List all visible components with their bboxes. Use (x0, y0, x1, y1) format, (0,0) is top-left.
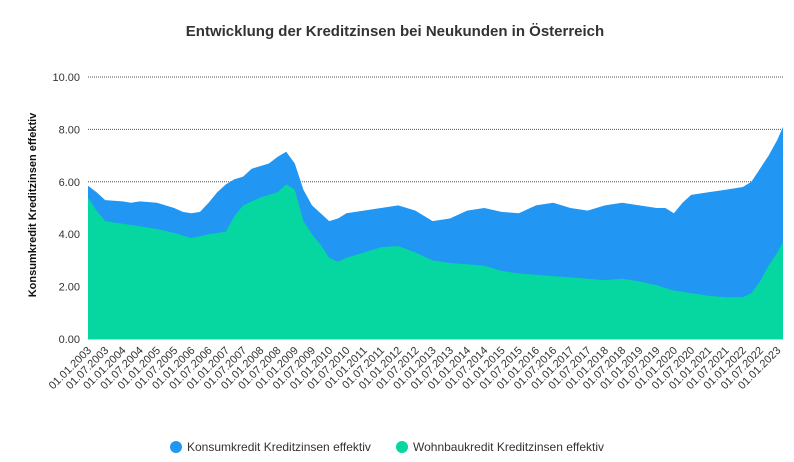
y-tick-label: 4.00 (59, 229, 80, 241)
legend-label[interactable]: Konsumkredit Kreditzinsen effektiv (187, 440, 371, 454)
plot-areas (88, 126, 783, 339)
y-tick-label: 6.00 (59, 177, 80, 189)
y-tick-label: 8.00 (59, 124, 80, 136)
legend-marker[interactable] (396, 441, 408, 453)
area-series-wohnbaukredit (88, 184, 783, 339)
y-tick-label: 0.00 (59, 334, 80, 346)
y-axis-label: Konsumkredit Kreditzinsen effektiv (27, 112, 39, 297)
legend-marker[interactable] (170, 441, 182, 453)
y-tick-label: 10.00 (52, 72, 80, 84)
y-axis-ticks: 0.00 2.00 4.00 6.00 8.00 10.00 (52, 72, 80, 346)
x-axis-ticks: 01.01.200301.07.200301.01.200401.07.2004… (47, 345, 784, 392)
legend: Konsumkredit Kreditzinsen effektiv Wohnba… (170, 440, 604, 454)
chart-title: Entwicklung der Kreditzinsen bei Neukund… (186, 23, 604, 40)
legend-label[interactable]: Wohnbaukredit Kreditzinsen effektiv (413, 440, 604, 454)
y-tick-label: 2.00 (59, 282, 80, 294)
